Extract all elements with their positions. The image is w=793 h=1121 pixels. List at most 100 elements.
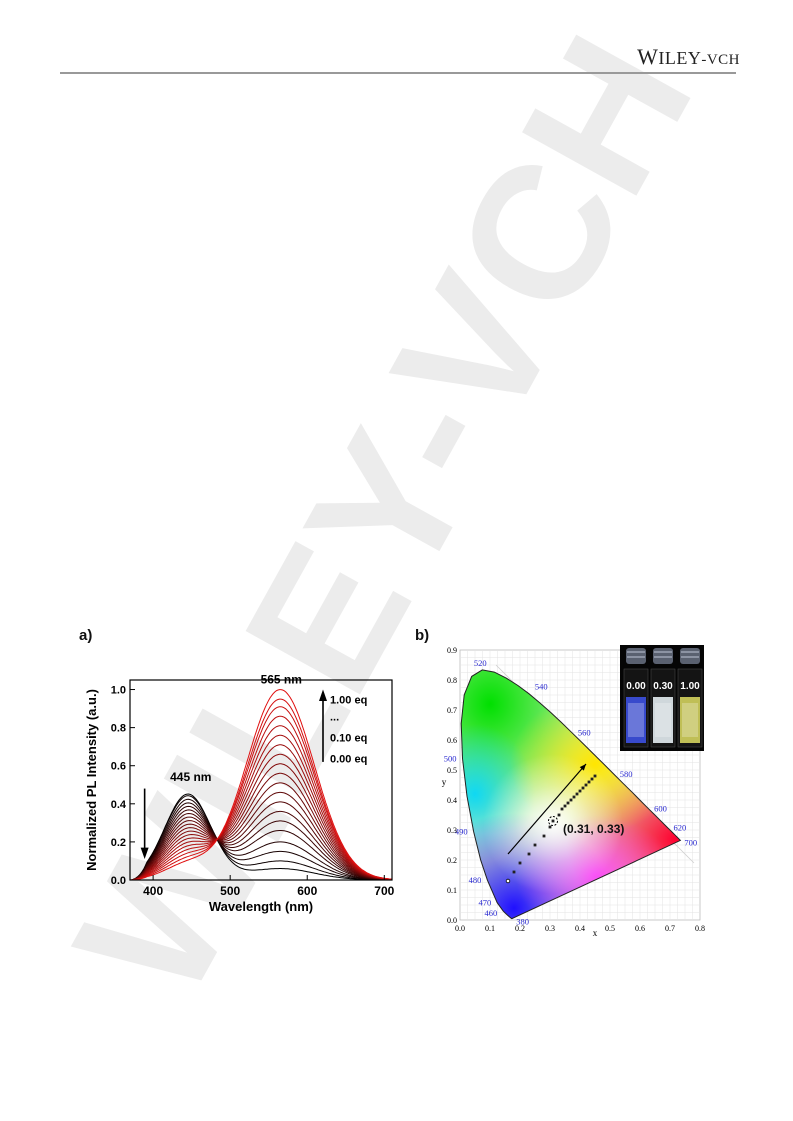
- chromaticity-point: [587, 780, 591, 784]
- chromaticity-point: [551, 819, 555, 823]
- x-tick-label: 0.7: [665, 924, 675, 933]
- arrow-head: [319, 689, 327, 701]
- chromaticity-point: [560, 807, 564, 811]
- chromaticity-point: [566, 801, 570, 805]
- wavelength-label: 380: [516, 917, 529, 927]
- header-rule: [60, 72, 736, 74]
- trend-arrow: [507, 763, 587, 855]
- x-tick-label: 700: [374, 884, 394, 898]
- spectrum-line: [130, 805, 393, 881]
- pl-spectra-chart: 400 500 600 700 0.0 0.2 0.4 0.6 0.8 1.0 Wavelengt…: [84, 673, 395, 914]
- chromaticity-point: [575, 792, 579, 796]
- vial-label: 0.30: [653, 681, 673, 692]
- vial-solution: [653, 697, 673, 743]
- spectrum-line: [130, 802, 392, 881]
- vial-cap-ridge: [681, 656, 699, 658]
- y-tick-label: 0.6: [111, 761, 126, 773]
- vial-label: 1.00: [680, 681, 700, 692]
- y-tick-label: 0.0: [447, 916, 457, 925]
- chromaticity-point: [512, 870, 516, 874]
- x-tick-label: 0.2: [515, 924, 525, 933]
- spectrum-line: [130, 744, 393, 881]
- wavelength-label: 560: [578, 728, 591, 738]
- annotation-565nm: 565 nm: [261, 673, 302, 687]
- publisher-logo-suffix: -VCH: [701, 52, 740, 68]
- vial-photo-inset: 0.00 0.30 1.00: [620, 645, 704, 751]
- vial-glow: [655, 703, 671, 737]
- y-tick-label: 0.2: [111, 837, 126, 849]
- arrow-head: [140, 847, 149, 860]
- vial-cap-ridge: [627, 651, 645, 653]
- chromaticity-point: [590, 777, 594, 781]
- y-tick-label: 0.3: [447, 826, 457, 835]
- wavelength-label: 490: [455, 827, 468, 837]
- vial-glow: [682, 703, 698, 737]
- chromaticity-point: [557, 813, 561, 817]
- spectrum-line: [130, 725, 393, 881]
- y-tick-label: 0.7: [447, 706, 457, 715]
- y-tick-label: 1.0: [111, 685, 126, 697]
- chromaticity-point: [527, 852, 531, 856]
- spectrum-line: [130, 782, 393, 881]
- wavelength-label: 480: [469, 875, 482, 885]
- spectrum-line: [130, 772, 392, 881]
- x-tick-label: 600: [297, 884, 317, 898]
- spectrum-line: [130, 810, 392, 881]
- cie-chromaticity-chart: 380460470480490500520540560580600620700 …: [442, 645, 705, 938]
- y-tick-label: 0.4: [447, 796, 457, 805]
- vial-label: 0.00: [626, 681, 646, 692]
- wavelength-label: 700: [684, 837, 697, 847]
- chromaticity-point: [572, 795, 576, 799]
- wavelength-label: 500: [444, 753, 457, 763]
- wavelength-label: 600: [654, 803, 667, 813]
- x-tick-label: 500: [220, 884, 240, 898]
- wavelength-label: 620: [673, 823, 686, 833]
- chromaticity-point: [569, 798, 573, 802]
- spectrum-line: [130, 791, 392, 881]
- y-tick-label: 0.6: [447, 736, 457, 745]
- wavelength-label: 470: [478, 898, 491, 908]
- chromaticity-point: [563, 804, 567, 808]
- x-tick-label: 0.3: [545, 924, 555, 933]
- x-tick-label: 0.0: [455, 924, 465, 933]
- spectrum-line: [130, 734, 393, 881]
- panel-b-label: b): [415, 627, 430, 644]
- y-tick-label: 0.8: [111, 723, 126, 735]
- chromaticity-point: [542, 834, 546, 838]
- spectrum-line: [130, 706, 393, 881]
- vial-cap-ridge: [627, 656, 645, 658]
- x-tick-label: 0.8: [695, 924, 705, 933]
- spectrum-line: [130, 795, 392, 881]
- legend-label: 0.00 eq: [330, 754, 367, 766]
- spectrum-line: [130, 801, 393, 881]
- white-point-label: (0.31, 0.33): [563, 822, 624, 836]
- chromaticity-point: [578, 789, 582, 793]
- y-tick-label: 0.1: [447, 886, 457, 895]
- vial-glow: [628, 703, 644, 737]
- wavelength-label: 580: [620, 769, 633, 779]
- gamut-gradient: [483, 754, 623, 894]
- publisher-logo: WILEY-VCH: [600, 44, 740, 70]
- y-tick-label: 0.5: [447, 766, 457, 775]
- white-point-marker: [548, 816, 558, 826]
- y-tick-label: 0.4: [111, 799, 127, 811]
- vial-cap-ridge: [654, 656, 672, 658]
- spectrum-line: [130, 753, 392, 881]
- spectrum-line: [130, 809, 392, 881]
- wavelength-label: 540: [535, 682, 548, 692]
- spectrum-line: [130, 763, 393, 881]
- y-tick-label: 0.9: [447, 646, 457, 655]
- vial-solution: [680, 697, 700, 743]
- panel-a-label: a): [79, 627, 93, 644]
- y-axis-label: y: [442, 777, 447, 787]
- y-tick-label: 0.0: [111, 875, 126, 887]
- y-tick-label: 0.2: [447, 856, 457, 865]
- annotation-445nm: 445 nm: [170, 770, 211, 784]
- legend-label: 1.00 eq: [330, 695, 367, 707]
- spectrum-line: [130, 793, 392, 881]
- spectrum-line: [130, 698, 393, 881]
- publisher-logo-initial: W: [637, 44, 659, 69]
- spectrum-line: [130, 689, 393, 881]
- x-axis-label: Wavelength (nm): [209, 899, 313, 914]
